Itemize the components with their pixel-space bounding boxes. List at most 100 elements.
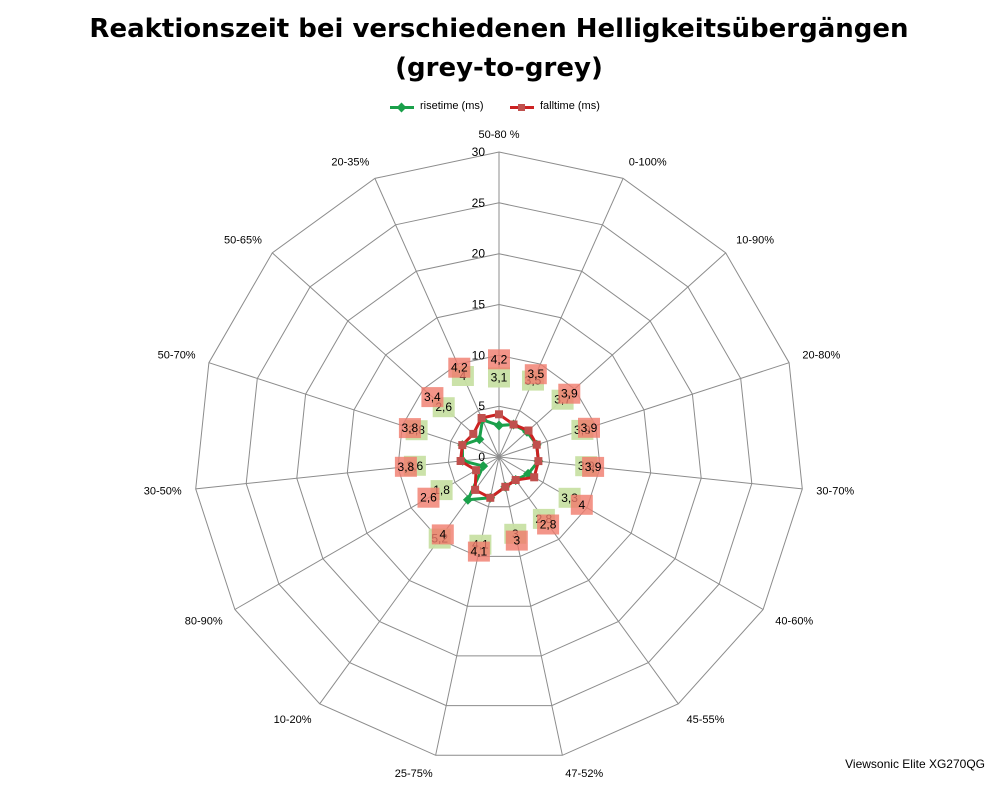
data-label-text-falltime: 4,2	[491, 352, 508, 366]
grid-spoke	[208, 362, 500, 458]
category-label-10-20: 10-20%	[274, 714, 312, 726]
data-point-falltime	[524, 426, 533, 435]
data-label-text-falltime: 3,9	[561, 387, 578, 401]
grid-spoke	[374, 178, 500, 458]
grid-spoke	[498, 362, 790, 458]
data-point-falltime	[534, 457, 543, 466]
category-label-40-60: 40-60%	[775, 616, 813, 628]
data-label-falltime: 3,9	[558, 383, 581, 404]
category-label-80-90: 80-90%	[185, 616, 223, 628]
data-point-risetime	[494, 420, 504, 431]
data-label-text-falltime: 2,6	[420, 491, 437, 505]
data-point-falltime	[511, 476, 520, 484]
data-label-falltime: 3,8	[398, 418, 421, 439]
grid-ring	[346, 303, 652, 607]
grid-ring	[397, 354, 601, 557]
category-label-50-65: 50-65%	[224, 235, 262, 247]
grid-spoke	[498, 456, 764, 610]
grid-spoke	[435, 456, 500, 756]
legend-marker-falltime	[518, 104, 525, 111]
data-point-falltime	[501, 482, 510, 491]
data-label-falltime: 3,4	[421, 387, 444, 408]
data-label-box-risetime	[488, 367, 510, 388]
grid-ring	[245, 202, 753, 707]
data-point-falltime	[456, 457, 465, 465]
grid-spoke	[498, 178, 624, 458]
data-label-falltime: 3,9	[578, 417, 600, 438]
category-label-25-75: 25-75%	[395, 768, 433, 780]
data-label-falltime: 3,5	[524, 364, 547, 385]
category-label-20-80: 20-80%	[802, 349, 840, 361]
category-label-50-80: 50-80 %	[479, 129, 520, 141]
data-point-falltime	[532, 440, 541, 449]
data-label-text-falltime: 3,9	[581, 421, 598, 435]
grid-spoke	[195, 456, 500, 490]
data-label-box-falltime	[398, 418, 421, 439]
chart-subtitle: (grey-to-grey)	[395, 53, 603, 83]
tick-label: 15	[472, 298, 486, 312]
category-label-0-100: 0-100%	[629, 157, 667, 169]
data-label-text-falltime: 3,9	[585, 460, 602, 474]
data-point-falltime	[486, 493, 495, 502]
tick-label: 30	[472, 145, 486, 159]
grid-spoke	[498, 252, 727, 458]
data-label-text-falltime: 4	[439, 527, 446, 541]
tick-label: 5	[478, 399, 485, 413]
data-label-falltime: 4,1	[467, 541, 490, 562]
data-label-text-falltime: 3,4	[424, 390, 441, 404]
data-point-falltime	[509, 420, 518, 429]
data-label-text-falltime: 3	[513, 534, 520, 548]
data-label-falltime: 2,6	[417, 487, 440, 508]
data-point-falltime	[471, 485, 480, 494]
grid-ring	[296, 253, 702, 657]
category-label-20-35: 20-35%	[331, 157, 369, 169]
data-label-box-falltime	[417, 487, 440, 508]
grid-ring	[447, 405, 551, 508]
data-label-box-falltime	[421, 387, 444, 408]
series-line-falltime	[459, 412, 540, 500]
data-point-falltime	[530, 473, 539, 482]
chart-title: Reaktionszeit bei verschiedenen Helligke…	[89, 14, 909, 44]
data-label-text-falltime: 4,1	[471, 545, 488, 559]
grid-ring	[195, 151, 803, 756]
data-label-text-falltime: 4,2	[451, 361, 468, 375]
data-point-falltime	[469, 429, 478, 438]
data-point-falltime	[472, 466, 481, 475]
data-label-text-falltime: 2,8	[540, 518, 557, 532]
watermark-text: Viewsonic Elite XG270QG	[845, 757, 985, 771]
grid-spoke	[271, 252, 500, 458]
data-label-box-falltime	[537, 514, 560, 535]
data-label-box-falltime	[582, 456, 605, 477]
grid-spoke	[234, 456, 500, 610]
data-label-box-falltime	[488, 349, 510, 370]
data-label-box-falltime	[578, 417, 600, 438]
data-label-falltime: 3,8	[394, 456, 417, 477]
category-label-47-52: 47-52%	[565, 768, 603, 780]
data-label-falltime: 4,2	[488, 349, 510, 370]
data-label-text-falltime: 4	[578, 498, 585, 512]
data-label-box-falltime	[448, 357, 471, 378]
data-point-falltime	[495, 410, 503, 419]
data-label-falltime: 3	[505, 530, 528, 551]
data-label-falltime: 4,2	[448, 357, 471, 378]
tick-label: 20	[472, 247, 486, 261]
data-label-falltime: 2,8	[537, 514, 560, 535]
data-label-box-falltime	[558, 383, 581, 404]
data-label-risetime: 3,1	[488, 367, 510, 388]
category-label-50-70: 50-70%	[158, 349, 196, 361]
grid-spoke	[498, 456, 679, 705]
data-point-falltime	[477, 414, 486, 422]
grid-spoke	[498, 456, 563, 756]
tick-label: 10	[472, 348, 486, 362]
data-point-risetime	[478, 461, 489, 472]
data-label-box-falltime	[467, 541, 490, 562]
category-label-45-55: 45-55%	[687, 714, 725, 726]
legend-label-risetime: risetime (ms)	[420, 100, 484, 112]
category-label-30-50: 30-50%	[144, 485, 182, 497]
data-point-risetime	[462, 494, 473, 505]
data-label-box-falltime	[394, 456, 417, 477]
data-label-falltime: 4	[431, 524, 454, 545]
data-label-text-falltime: 3,5	[527, 367, 544, 381]
data-point-falltime	[458, 441, 467, 450]
